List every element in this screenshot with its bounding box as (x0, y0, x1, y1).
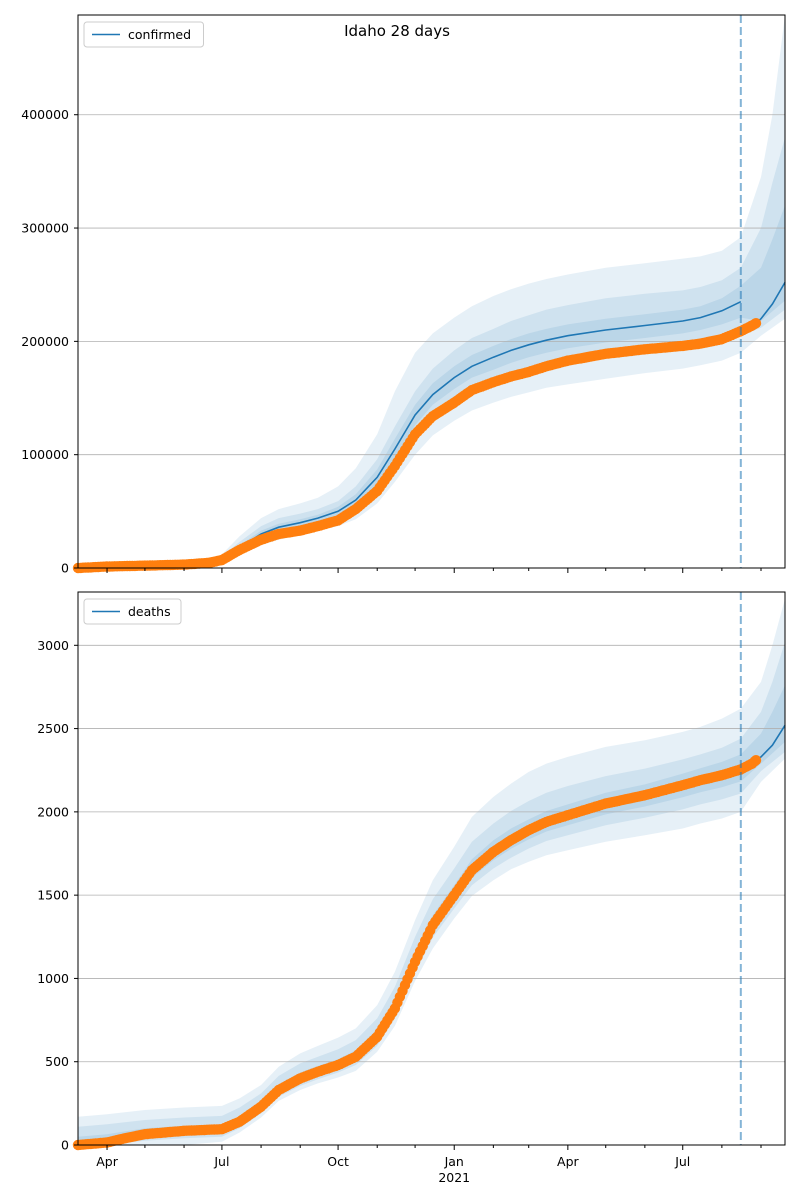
observed-markers (72, 755, 762, 1151)
y-tick-label: 300000 (21, 221, 69, 236)
y-tick-label: 2500 (37, 721, 69, 736)
y-tick-label: 100000 (21, 447, 69, 462)
x-tick-label: Jul (674, 1154, 690, 1169)
figure-title: Idaho 28 days (344, 22, 450, 40)
y-axis: 0 100000 200000 300000 400000 (21, 107, 78, 576)
axes-frame (77, 591, 786, 1146)
y-tick-label: 0 (61, 561, 69, 576)
legend: deaths (83, 598, 182, 625)
y-tick-label: 1000 (37, 971, 69, 986)
y-tick-label: 3000 (37, 638, 69, 653)
legend-box (83, 598, 182, 625)
x-tick-year-label: 2021 (438, 1170, 470, 1185)
uncertainty-bands (208, 15, 785, 565)
x-tick-label: Apr (96, 1154, 118, 1169)
axes-frame (77, 14, 786, 569)
x-tick-label: Oct (327, 1154, 349, 1169)
x-tick-label: Jul (213, 1154, 229, 1169)
observed-markers (72, 318, 762, 574)
y-gridlines (78, 644, 785, 1063)
series-line-model-median (207, 300, 742, 564)
y-tick-label: 500 (45, 1054, 69, 1069)
band-middle (208, 137, 785, 564)
legend-label: confirmed (128, 27, 191, 42)
x-tick-label: Apr (557, 1154, 579, 1169)
deaths-panel: 0 500 1000 1500 2000 2500 3000 Apr Jul Oct Jan2021… (37, 591, 786, 1185)
x-tick-label: Jan (444, 1154, 464, 1169)
observed-point (750, 755, 762, 766)
legend-box (83, 21, 204, 48)
legend: confirmed (83, 21, 204, 48)
y-tick-label: 200000 (21, 334, 69, 349)
y-tick-label: 400000 (21, 107, 69, 122)
y-tick-label: 2000 (37, 804, 69, 819)
band-outer (208, 15, 785, 565)
x-axis (106, 568, 762, 573)
y-gridlines (78, 114, 785, 456)
y-axis: 0 500 1000 1500 2000 2500 3000 (37, 638, 78, 1153)
observed-point (750, 318, 762, 329)
y-tick-label: 1500 (37, 888, 69, 903)
y-tick-label: 0 (61, 1138, 69, 1153)
legend-label: deaths (128, 604, 171, 619)
confirmed-panel: 0 100000 200000 300000 400000 confirmed (21, 14, 786, 576)
